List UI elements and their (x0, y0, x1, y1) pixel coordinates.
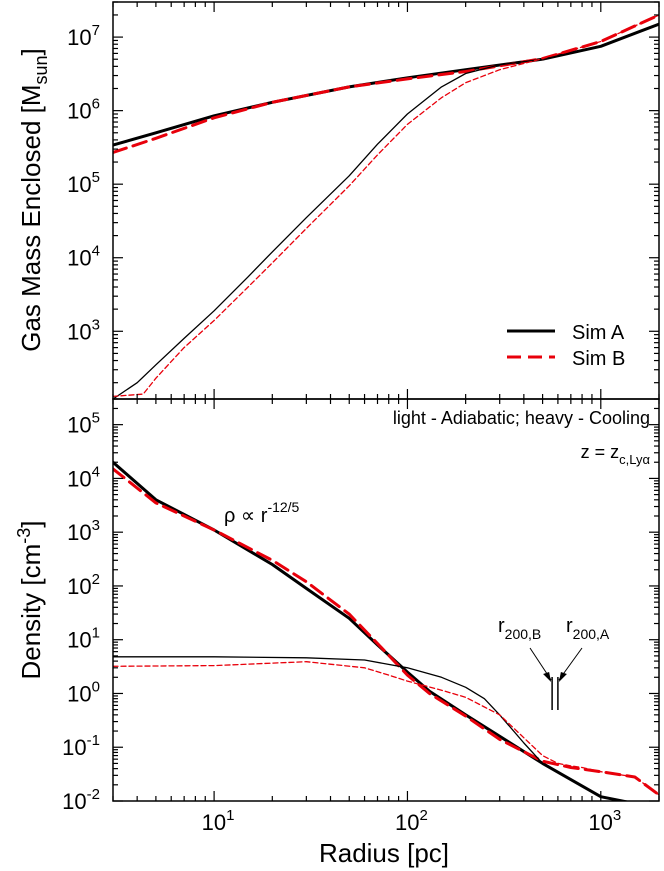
bottom-panel: 10-2 10-1 100 101 102 103 104 105 101 102 103 Dens… (14, 398, 660, 868)
top-series-group (113, 13, 659, 399)
annotation-r200-a: r200,A (566, 615, 610, 642)
top-tick-group: 103 104 105 106 107 (67, 1, 660, 399)
top-y-tick-label: 105 (67, 169, 100, 197)
bottom-panel-frame (112, 398, 660, 802)
x-tick-label: 103 (588, 807, 621, 835)
bottom-y-tick-label: 100 (67, 678, 100, 706)
legend-sim-a-label: Sim A (572, 322, 625, 344)
annotation-slope: ρ ∝ r-12/5 (224, 499, 300, 527)
x-axis-label: Radius [pc] (319, 838, 449, 868)
bottom-y-tick-label: 10-2 (62, 786, 100, 814)
top-series-sim-b-adiabatic (113, 14, 659, 398)
legend-sim-b-label: Sim B (572, 348, 625, 370)
bottom-y-tick-label: 103 (67, 517, 100, 545)
annotation-r200-b: r200,B (498, 615, 541, 642)
bottom-y-tick-label: 102 (67, 571, 100, 599)
r200-markers (529, 647, 583, 710)
annotation-redshift: z = zc,Lyα (581, 442, 651, 467)
top-y-tick-label: 107 (67, 22, 100, 50)
top-series-sim-a-adiabatic (113, 23, 659, 399)
bottom-y-tick-label: 10-1 (62, 732, 100, 760)
top-y-tick-label: 104 (67, 243, 100, 271)
x-tick-label: 101 (202, 807, 235, 835)
bottom-series-sim-a-adiabatic (113, 656, 626, 801)
bottom-series-sim-b-adiabatic (113, 661, 659, 796)
bottom-y-tick-label: 104 (67, 463, 100, 491)
top-y-tick-label: 106 (67, 96, 100, 124)
top-panel: 103 104 105 106 107 Gas Mass Enclosed [Msun]… (16, 1, 660, 400)
x-tick-label: 102 (395, 807, 428, 835)
bottom-series-group (113, 460, 659, 801)
bottom-tick-group: 10-2 10-1 100 101 102 103 104 105 101 102 103 (62, 398, 660, 835)
bottom-y-axis-label: Density [cm-3] (14, 520, 46, 679)
bottom-y-tick-label: 101 (67, 625, 100, 653)
bottom-y-tick-label: 105 (67, 410, 100, 438)
top-y-axis-label: Gas Mass Enclosed [Msun] (16, 48, 51, 352)
r200-a-arrowhead (558, 672, 567, 682)
annotation-legend-note: light - Adiabatic; heavy - Cooling (393, 408, 650, 428)
r200-b-arrowhead (543, 672, 552, 682)
top-y-tick-label: 103 (67, 316, 100, 344)
top-series-sim-b-cooling (113, 13, 659, 154)
legend: Sim A Sim B (507, 322, 625, 370)
